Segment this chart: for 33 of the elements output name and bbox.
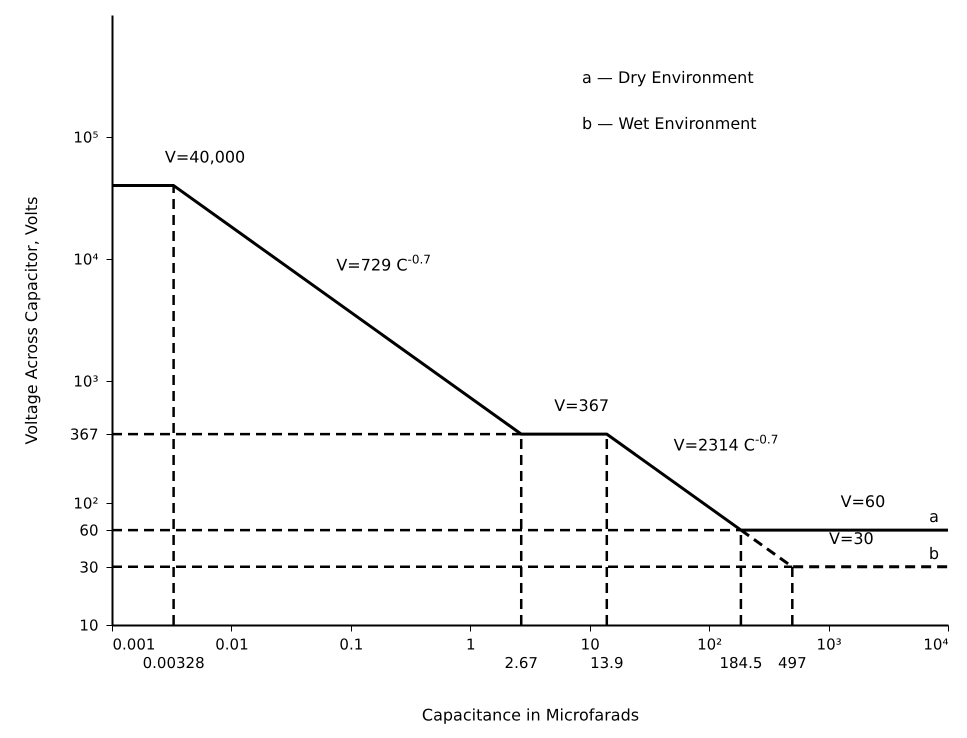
annotation: b — Wet Environment	[582, 114, 757, 133]
y-tick-label: 30	[79, 558, 98, 576]
y-tick-label: 10	[79, 616, 98, 634]
y-tick-label: 367	[70, 426, 98, 444]
ref-line-label: 497	[778, 654, 807, 672]
y-tick-label: 10⁴	[73, 250, 98, 268]
annotation: V=40,000	[164, 148, 246, 167]
y-tick-label: 10³	[73, 372, 98, 390]
y-tick-label: 10⁵	[73, 128, 98, 146]
ref-line-label: 13.9	[590, 654, 624, 672]
x-tick-label: 1	[466, 636, 476, 654]
annotation: V=30	[829, 528, 874, 548]
series-label: b	[928, 544, 940, 563]
annotation: V=2314 C$^{-0.7}$	[674, 432, 778, 454]
x-tick-label: 10	[580, 636, 600, 654]
annotation: a — Dry Environment	[582, 68, 754, 87]
annotation: V=729 C$^{-0.7}$	[336, 252, 431, 274]
ref-line-label: 0.00328	[142, 654, 205, 672]
x-tick-label: 10⁴	[923, 636, 948, 654]
y-axis-title: Voltage Across Capacitor, Volts	[22, 196, 41, 444]
ref-line-label: 184.5	[719, 654, 762, 672]
ref-line-label: 2.67	[504, 654, 538, 672]
x-tick-label: 10²	[697, 636, 722, 654]
x-axis-title: Capacitance in Microfarads	[422, 706, 640, 724]
annotation: V=367	[554, 396, 610, 416]
y-tick-label: 10²	[73, 494, 98, 512]
x-tick-label: 0.1	[339, 636, 364, 654]
series-label: a	[929, 507, 939, 526]
x-tick-label: 10³	[816, 636, 842, 654]
x-tick-label: 0.001	[112, 636, 156, 654]
x-tick-label: 0.01	[215, 636, 249, 654]
annotation: V=60	[840, 492, 886, 512]
y-tick-label: 60	[79, 522, 98, 540]
